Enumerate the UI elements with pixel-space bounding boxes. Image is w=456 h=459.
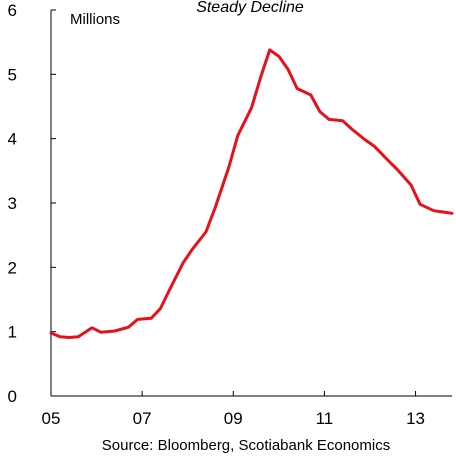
series-group [49, 48, 454, 339]
y-tick-label: 3 [8, 194, 17, 213]
axes [50, 9, 452, 397]
y-tick-label: 4 [8, 130, 17, 149]
y-tick-label: 2 [8, 258, 17, 277]
x-tick-labels: 05 07 09 11 13 [42, 409, 425, 428]
y-tick-labels: 0 1 2 3 4 5 6 [8, 1, 17, 406]
y-tick-label: 0 [8, 387, 17, 406]
x-tick-label: 05 [42, 409, 61, 428]
source-note: Source: Bloomberg, Scotiabank Economics [102, 437, 390, 454]
x-tick-label: 07 [133, 409, 152, 428]
y-tick-label: 5 [8, 65, 17, 84]
x-tick-label: 13 [406, 409, 425, 428]
x-tick-label: 11 [316, 409, 334, 428]
chart-title: Steady Decline [196, 0, 304, 16]
series-line [49, 48, 454, 339]
unit-label: Millions [70, 11, 120, 28]
x-tick-label: 09 [224, 409, 243, 428]
y-tick-label: 1 [8, 323, 17, 342]
y-tick-label: 6 [8, 1, 17, 20]
